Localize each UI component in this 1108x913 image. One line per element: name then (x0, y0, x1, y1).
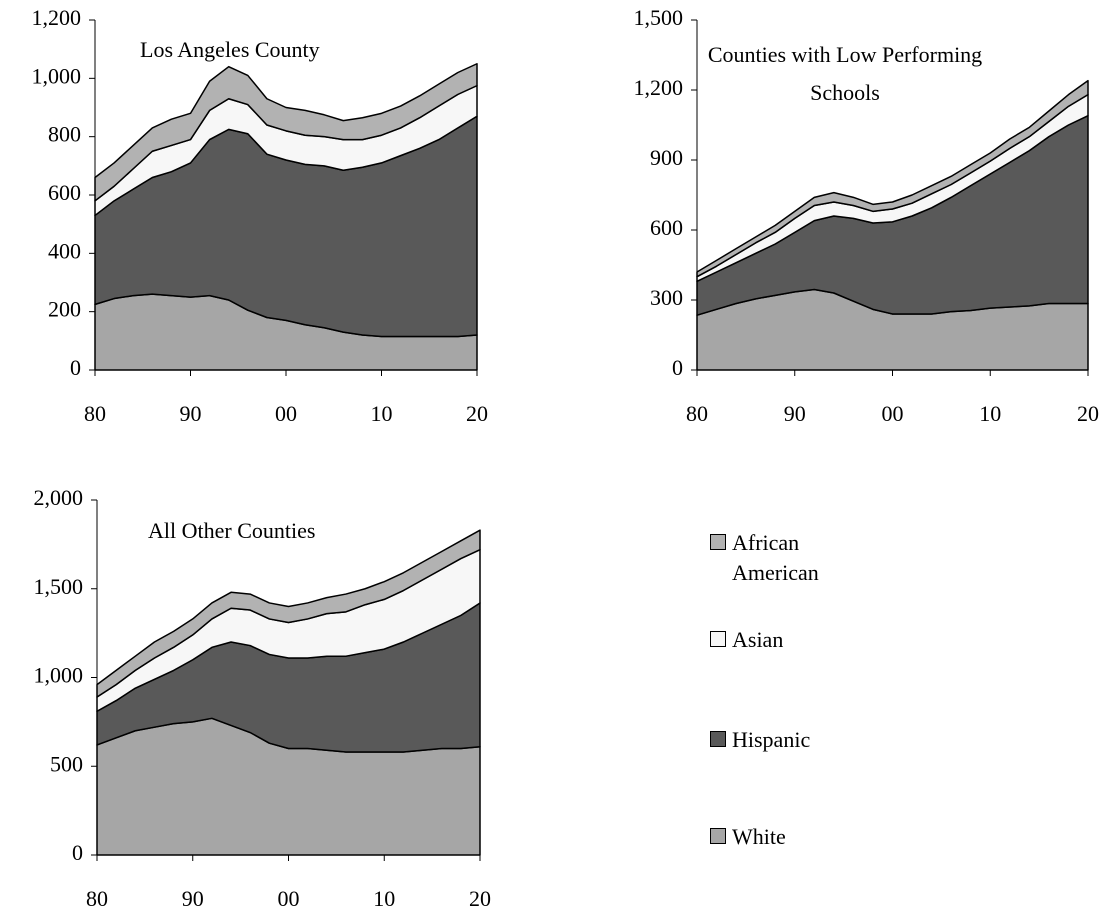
x-tick-label: 10 (979, 401, 1001, 426)
legend-swatch (710, 631, 726, 647)
y-tick-label: 1,200 (32, 5, 82, 30)
y-tick-label: 1,500 (634, 5, 684, 30)
legend-swatch (710, 731, 726, 747)
legend-swatch (710, 534, 726, 550)
legend-label: Hispanic (732, 727, 811, 752)
y-tick-label: 600 (650, 215, 683, 240)
x-tick-label: 10 (373, 886, 395, 911)
y-tick-label: 600 (48, 180, 81, 205)
x-tick-label: 20 (466, 401, 488, 426)
y-tick-label: 1,000 (32, 63, 82, 88)
legend-swatch (710, 828, 726, 844)
y-tick-label: 400 (48, 238, 81, 263)
x-tick-label: 00 (882, 401, 904, 426)
y-tick-label: 0 (672, 355, 683, 380)
area (96, 529, 481, 698)
legend-label: African American (732, 530, 819, 585)
chart-title: All Other Counties (148, 518, 316, 543)
x-tick-label: 90 (784, 401, 806, 426)
y-tick-label: 800 (48, 122, 81, 147)
area (94, 63, 478, 202)
legend-label: White (732, 824, 786, 849)
x-tick-label: 10 (371, 401, 393, 426)
x-tick-label: 80 (84, 401, 106, 426)
x-tick-label: 00 (278, 886, 300, 911)
y-tick-label: 500 (50, 751, 83, 776)
x-tick-label: 80 (686, 401, 708, 426)
x-tick-label: 20 (469, 886, 491, 911)
y-tick-label: 1,500 (34, 574, 84, 599)
area (696, 79, 1089, 278)
x-tick-label: 00 (275, 401, 297, 426)
x-tick-label: 90 (180, 401, 202, 426)
y-tick-label: 1,200 (634, 75, 684, 100)
x-tick-label: 20 (1077, 401, 1099, 426)
chart-title: Los Angeles County (140, 37, 320, 62)
y-tick-label: 2,000 (34, 485, 84, 510)
y-tick-label: 0 (72, 840, 83, 865)
legend-label: Asian (732, 627, 784, 652)
y-tick-label: 1,000 (34, 663, 84, 688)
y-tick-label: 300 (650, 285, 683, 310)
x-tick-label: 80 (86, 886, 108, 911)
y-tick-label: 200 (48, 297, 81, 322)
y-tick-label: 900 (650, 145, 683, 170)
x-tick-label: 90 (182, 886, 204, 911)
chart-title: Counties with Low Performing Schools (707, 42, 983, 105)
y-tick-label: 0 (70, 355, 81, 380)
